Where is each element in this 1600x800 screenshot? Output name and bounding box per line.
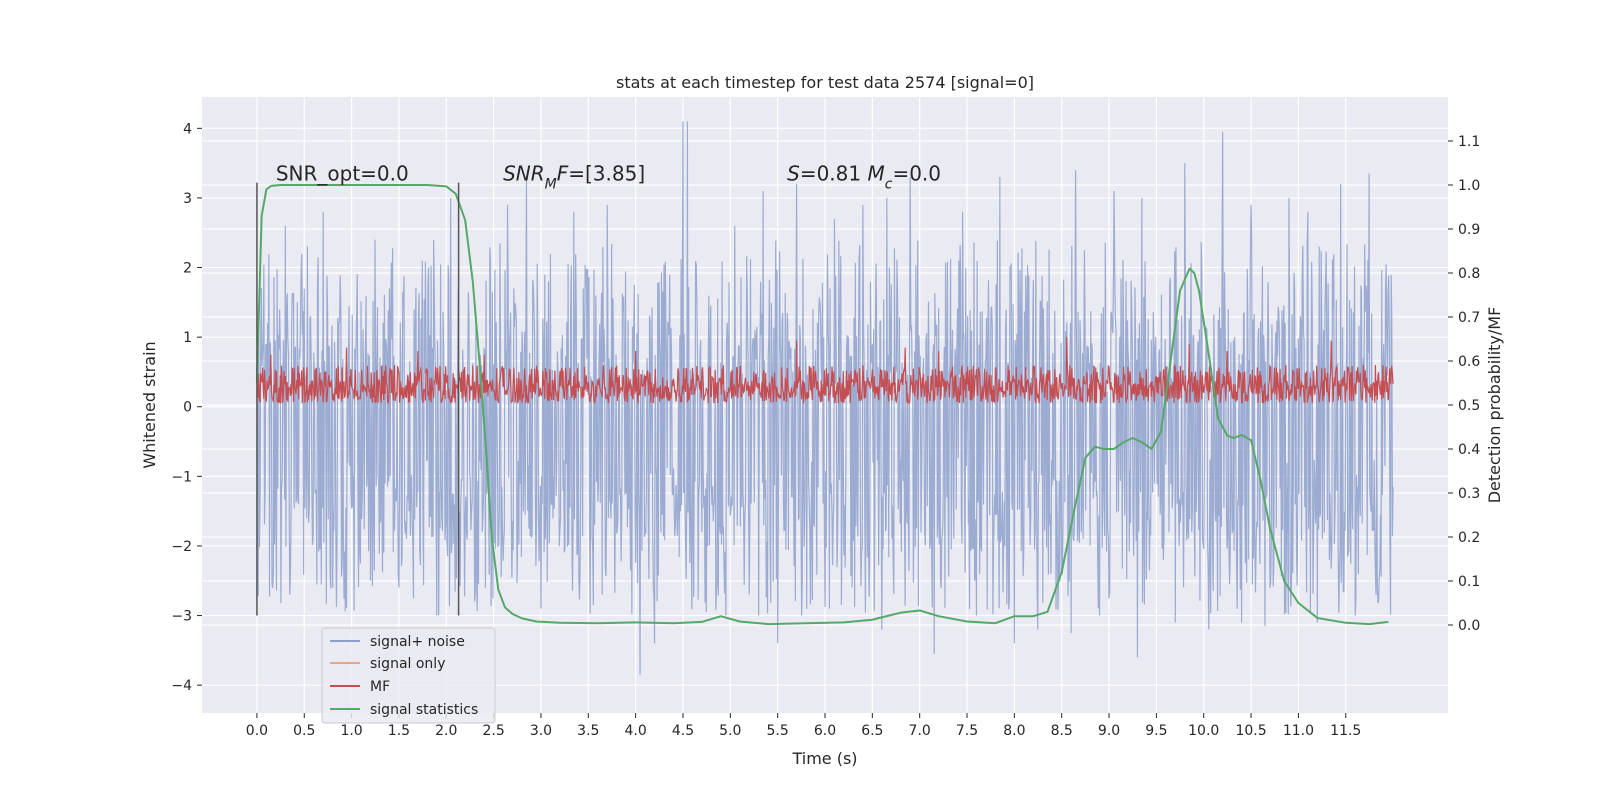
y-tick-label: −2 xyxy=(171,539,192,555)
x-tick-label: 5.5 xyxy=(767,723,789,739)
series-2 xyxy=(256,337,1394,405)
x-tick-label: 5.0 xyxy=(719,723,741,739)
legend: signal+ noise signal only MF signal stat… xyxy=(321,627,496,724)
x-tick-label: 11.0 xyxy=(1283,723,1314,739)
x-tick-label: 10.5 xyxy=(1235,723,1266,739)
series-3 xyxy=(255,184,1389,626)
x-tick-label: 6.5 xyxy=(861,723,883,739)
ticks: 0.0 0.5 1.0 1.5 2.0 2.5 3.0 3.5 4.0 4.5 5.0 5.5 6.0 6… xyxy=(171,121,1480,739)
x-axis-label: Time (s) xyxy=(791,749,857,768)
x-tick-label: 8.5 xyxy=(1051,723,1073,739)
x-tick-label: 9.0 xyxy=(1098,723,1120,739)
x-tick-label: 1.0 xyxy=(340,723,362,739)
annotation-snr-mf: SNRMF=[3.85] xyxy=(503,162,645,193)
x-tick-label: 4.0 xyxy=(625,723,647,739)
y2-tick-label: 0.8 xyxy=(1458,266,1480,282)
y2-tick-label: 0.7 xyxy=(1458,310,1480,326)
x-tick-label: 6.0 xyxy=(814,723,836,739)
y2-tick-label: 0.1 xyxy=(1458,574,1480,590)
legend-label-signal-statistics: signal statistics xyxy=(370,702,478,718)
y-tick-label: −1 xyxy=(171,469,192,485)
y2-tick-label: 0.9 xyxy=(1458,222,1480,238)
annotation-snr-opt: SNR_opt=0.0 xyxy=(276,162,409,186)
x-tick-label: 10.0 xyxy=(1188,723,1219,739)
series-line-0 xyxy=(256,121,1394,675)
x-tick-label: 2.0 xyxy=(435,723,457,739)
x-tick-label: 0.5 xyxy=(293,723,315,739)
x-tick-label: 0.0 xyxy=(246,723,268,739)
series-line-3 xyxy=(255,184,1389,626)
vertical-markers xyxy=(256,182,460,616)
x-tick-label: 3.0 xyxy=(530,723,552,739)
y2-tick-label: 1.0 xyxy=(1458,178,1480,194)
x-tick-label: 3.5 xyxy=(577,723,599,739)
y2-tick-label: 0.5 xyxy=(1458,398,1480,414)
legend-box xyxy=(321,627,496,724)
x-tick-label: 7.0 xyxy=(909,723,931,739)
y2-tick-label: 1.1 xyxy=(1458,134,1480,150)
y-tick-label: 0 xyxy=(183,400,192,416)
y2-tick-label: 0.2 xyxy=(1458,530,1480,546)
y-tick-label: 2 xyxy=(183,261,192,277)
x-tick-label: 8.0 xyxy=(1003,723,1025,739)
x-tick-label: 7.5 xyxy=(956,723,978,739)
chart-title: stats at each timestep for test data 257… xyxy=(616,73,1034,92)
y-tick-label: 4 xyxy=(183,121,192,137)
series-layer xyxy=(255,121,1394,675)
y2-tick-label: 0.4 xyxy=(1458,442,1480,458)
series-line-2 xyxy=(256,337,1394,405)
x-tick-label: 9.5 xyxy=(1145,723,1167,739)
y-tick-label: −4 xyxy=(171,678,192,694)
series-0 xyxy=(256,121,1394,675)
x-tick-label: 1.5 xyxy=(388,723,410,739)
legend-label-mf: MF xyxy=(370,679,390,695)
x-tick-label: 2.5 xyxy=(482,723,504,739)
y2-axis-label: Detection probability/MF xyxy=(1485,307,1504,504)
y-tick-label: 1 xyxy=(183,330,192,346)
annotations: SNR_opt=0.0 SNRMF=[3.85] S=0.81 Mc=0.0 xyxy=(276,162,941,193)
y2-tick-label: 0.6 xyxy=(1458,354,1480,370)
legend-label-signal-noise: signal+ noise xyxy=(370,634,465,650)
y-tick-label: 3 xyxy=(183,191,192,207)
y2-tick-label: 0.0 xyxy=(1458,618,1480,634)
y-tick-label: −3 xyxy=(171,609,192,625)
x-tick-label: 11.5 xyxy=(1330,723,1361,739)
x-tick-label: 4.5 xyxy=(672,723,694,739)
annotation-s-value: S=0.81 Mc=0.0 xyxy=(787,162,941,193)
y2-tick-label: 0.3 xyxy=(1458,486,1480,502)
y-axis-label: Whitened strain xyxy=(140,341,159,468)
legend-label-signal-only: signal only xyxy=(370,656,445,672)
